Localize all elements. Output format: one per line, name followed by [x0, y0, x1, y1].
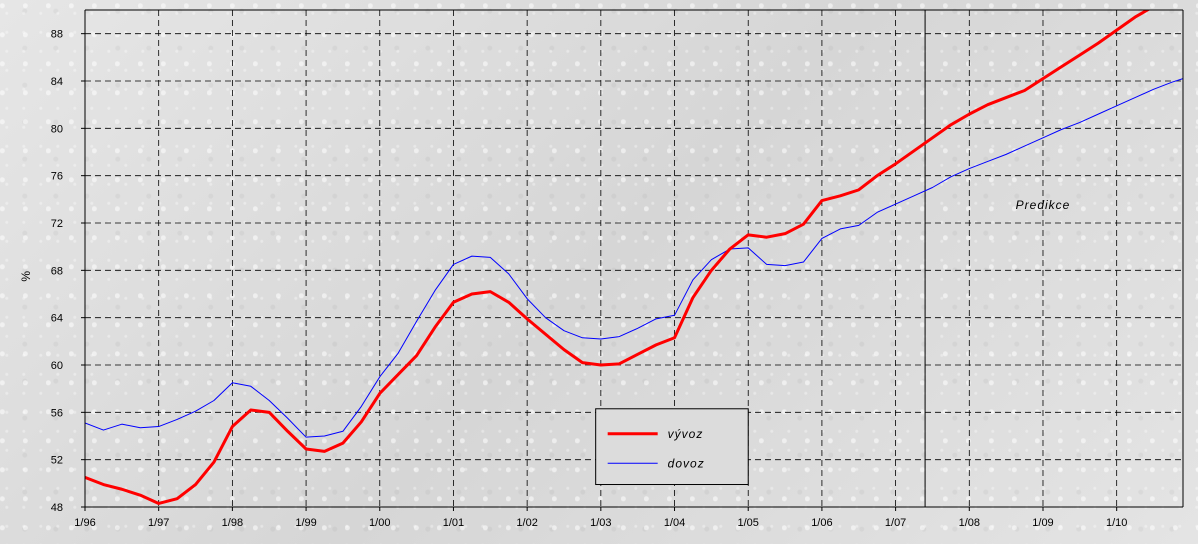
y-tick-label: 64: [51, 313, 63, 325]
x-tick-label: 1/04: [664, 517, 685, 529]
x-tick-label: 1/97: [148, 517, 169, 529]
y-tick-label: 52: [51, 455, 63, 467]
y-tick-label: 88: [51, 29, 63, 41]
x-tick-label: 1/02: [516, 517, 537, 529]
x-tick-label: 1/96: [74, 517, 95, 529]
legend-label-dovoz: dovoz: [668, 456, 705, 470]
x-tick-label: 1/10: [1106, 517, 1127, 529]
y-tick-label: 72: [51, 218, 63, 230]
x-tick-label: 1/98: [222, 517, 243, 529]
y-tick-label: 56: [51, 407, 63, 419]
y-tick-label: 48: [51, 502, 63, 514]
x-tick-label: 1/06: [811, 517, 832, 529]
legend-box: [596, 409, 749, 485]
y-tick-label: 68: [51, 265, 63, 277]
x-tick-label: 1/99: [295, 517, 316, 529]
y-tick-label: 84: [51, 76, 63, 88]
x-tick-label: 1/01: [443, 517, 464, 529]
x-tick-label: 1/08: [959, 517, 980, 529]
y-tick-label: 60: [51, 360, 63, 372]
prediction-label: Predikce: [1016, 198, 1071, 212]
series-line-dovoz: [85, 79, 1183, 438]
y-axis-label: %: [19, 271, 33, 282]
y-tick-label: 76: [51, 171, 63, 183]
x-tick-labels: 1/96 1/97 1/98 1/99 1/00 1/01 1/02 1/03 1/04 1/05…: [74, 517, 1127, 529]
x-tick-label: 1/07: [885, 517, 906, 529]
legend: vývoz dovoz: [596, 409, 749, 485]
x-tick-label: 1/05: [738, 517, 759, 529]
y-tick-label: 80: [51, 123, 63, 135]
x-tick-label: 1/00: [369, 517, 390, 529]
legend-label-vyvoz: vývoz: [668, 427, 704, 441]
x-tick-label: 1/03: [590, 517, 611, 529]
x-tick-label: 1/09: [1032, 517, 1053, 529]
y-tick-labels: 48 52 56 60 64 68 72 76 80 84 88: [51, 29, 63, 514]
